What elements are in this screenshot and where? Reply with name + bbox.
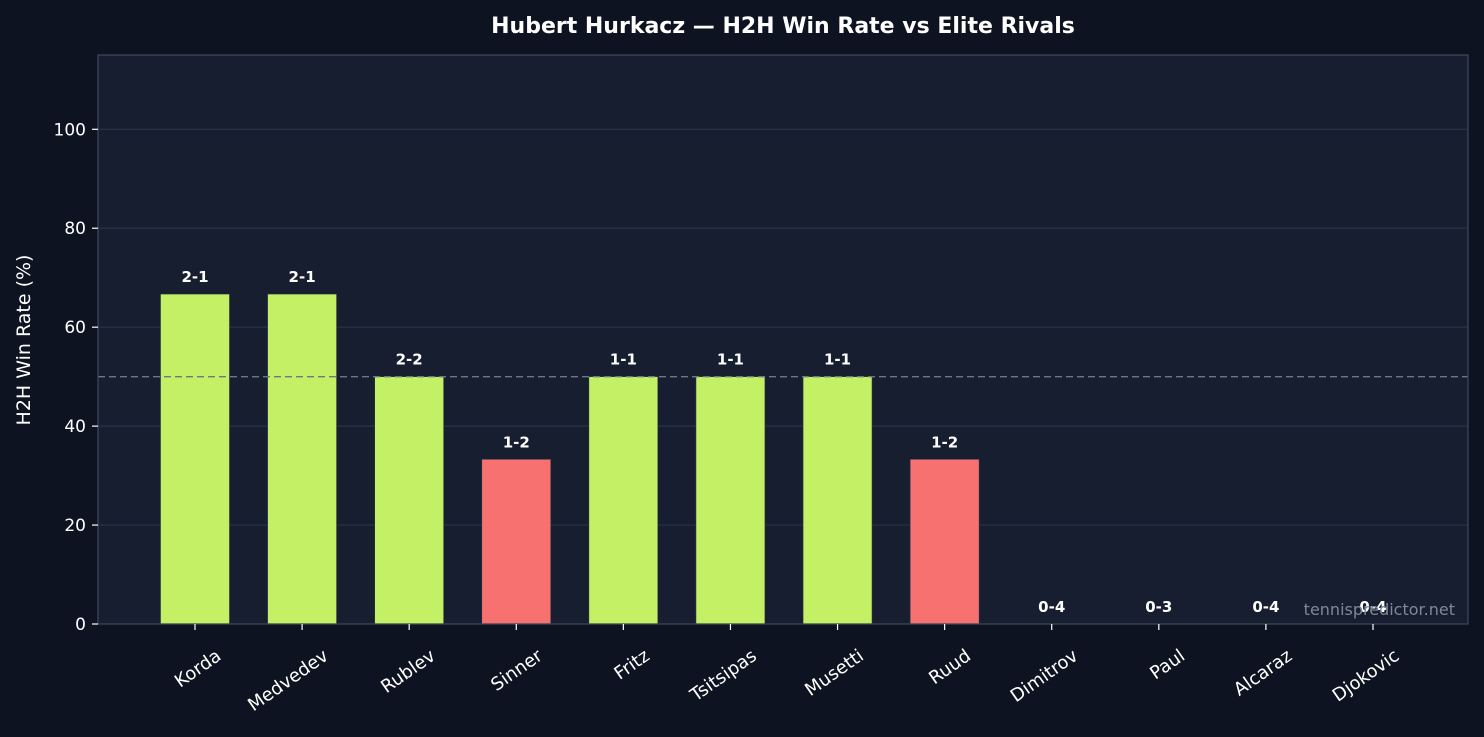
bar-fritz bbox=[588, 376, 659, 625]
chart-title: Hubert Hurkacz — H2H Win Rate vs Elite R… bbox=[491, 14, 1075, 39]
bar-label-alcaraz: 0-4 bbox=[1252, 598, 1279, 616]
bar-medvedev bbox=[267, 293, 337, 625]
y-tick-label: 60 bbox=[64, 318, 86, 338]
bar-label-dimitrov: 0-4 bbox=[1038, 598, 1065, 616]
bar-label-korda: 2-1 bbox=[181, 268, 208, 286]
y-axis: 0 20 40 60 80 100 bbox=[54, 120, 98, 635]
bar-musetti bbox=[802, 376, 873, 625]
y-axis-label: H2H Win Rate (%) bbox=[13, 255, 35, 426]
bar-ruud bbox=[909, 458, 980, 625]
bar-sinner bbox=[481, 458, 552, 625]
bar-label-rublev: 2-2 bbox=[396, 351, 423, 369]
bar-label-djokovic: 0-4 bbox=[1359, 598, 1386, 616]
bars bbox=[160, 293, 980, 625]
plot-frame bbox=[97, 54, 1469, 625]
bar-value-labels: 2-1 2-1 2-2 1-2 1-1 1-1 1-1 1-2 0-4 0-3 0-4 0-4 bbox=[181, 268, 1386, 616]
bar-label-ruud: 1-2 bbox=[931, 433, 958, 451]
bar-rublev bbox=[374, 376, 444, 625]
bar-label-paul: 0-3 bbox=[1145, 598, 1172, 616]
watermark: tennispredictor.net bbox=[1304, 600, 1455, 619]
y-tick-label: 0 bbox=[75, 615, 86, 635]
y-tick-label: 100 bbox=[54, 120, 86, 140]
y-tick-label: 80 bbox=[64, 219, 86, 239]
bar-label-tsitsipas: 1-1 bbox=[717, 351, 744, 369]
bar-label-musetti: 1-1 bbox=[824, 351, 851, 369]
y-tick-label: 20 bbox=[64, 516, 86, 536]
bar-label-medvedev: 2-1 bbox=[289, 268, 316, 286]
bar-label-fritz: 1-1 bbox=[610, 351, 637, 369]
bar-korda bbox=[160, 293, 230, 625]
y-tick-label: 40 bbox=[64, 417, 86, 437]
bar-tsitsipas bbox=[695, 376, 766, 625]
bar-label-sinner: 1-2 bbox=[503, 433, 530, 451]
